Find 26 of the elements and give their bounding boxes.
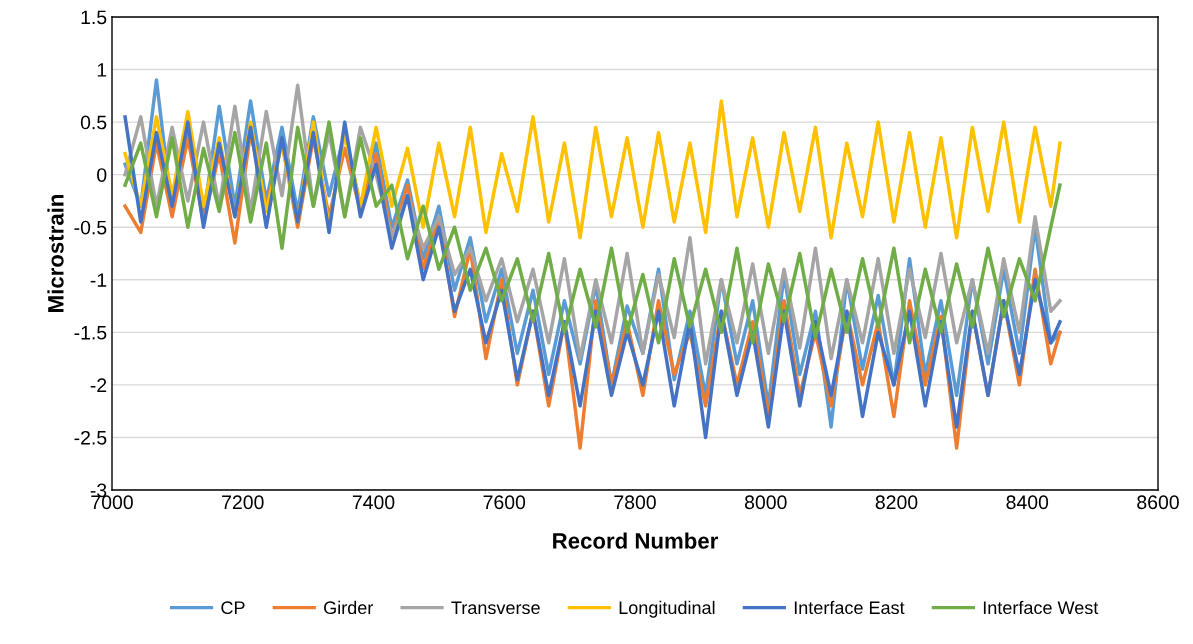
y-tick-label: -2 <box>90 378 107 392</box>
x-tick-label: 7600 <box>483 495 526 510</box>
legend-label: Longitudinal <box>619 600 715 618</box>
legend-label: Interface West <box>983 600 1099 615</box>
y-tick-label: -0.5 <box>74 220 107 235</box>
y-tick-label: 1.5 <box>81 10 107 25</box>
y-axis-title: Microstrain <box>47 194 64 312</box>
y-tick-label: 0.5 <box>80 115 107 130</box>
y-tick-label: -1 <box>90 273 107 287</box>
x-tick-label: 8400 <box>1006 495 1049 510</box>
x-axis-title: Record Number <box>553 532 719 549</box>
y-tick-label: 0 <box>97 168 107 182</box>
x-tick-label: 7400 <box>352 495 395 510</box>
legend-label: Transverse <box>451 601 540 615</box>
x-tick-label: 8600 <box>1137 495 1179 510</box>
x-tick-label: 7800 <box>614 495 656 510</box>
y-tick-label: -1.5 <box>74 326 107 340</box>
y-tick-label: 1 <box>97 63 107 77</box>
y-tick-label: -2.5 <box>74 430 107 445</box>
legend-label: CP <box>221 601 245 615</box>
x-tick-label: 8000 <box>744 495 787 510</box>
legend-label: Girder <box>324 600 374 615</box>
legend-label: Interface East <box>794 600 905 615</box>
x-tick-label: 7200 <box>222 495 264 510</box>
x-tick-label: 8200 <box>875 495 918 510</box>
line-series <box>123 120 1062 345</box>
